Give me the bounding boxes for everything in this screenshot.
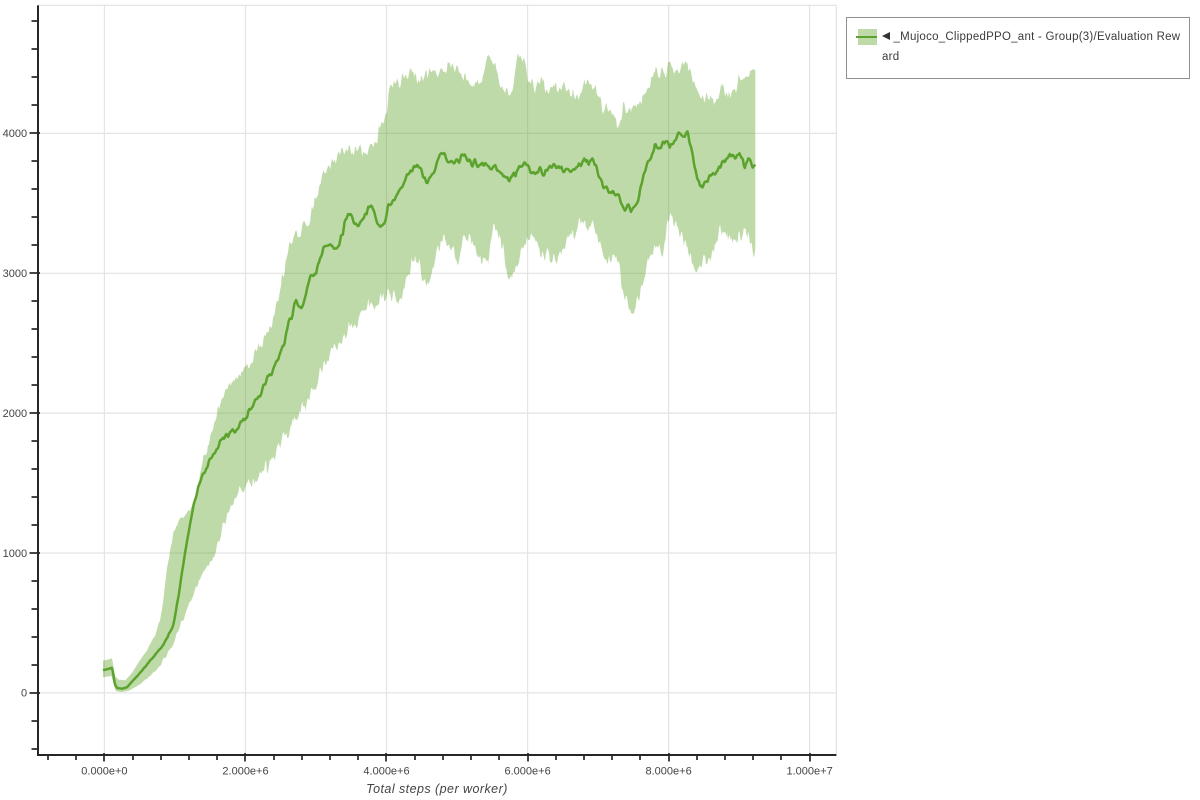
svg-text:0: 0 bbox=[21, 688, 27, 700]
svg-text:1000: 1000 bbox=[3, 548, 27, 560]
svg-text:1.000e+7: 1.000e+7 bbox=[787, 766, 833, 778]
svg-text:Total steps (per worker): Total steps (per worker) bbox=[366, 782, 508, 796]
svg-text:6.000e+6: 6.000e+6 bbox=[505, 766, 551, 778]
svg-text:8.000e+6: 8.000e+6 bbox=[646, 766, 692, 778]
svg-text:0.000e+0: 0.000e+0 bbox=[81, 766, 127, 778]
svg-text:3000: 3000 bbox=[3, 268, 27, 280]
svg-text:2.000e+6: 2.000e+6 bbox=[222, 766, 268, 778]
svg-text:2000: 2000 bbox=[3, 408, 27, 420]
svg-text:4000: 4000 bbox=[3, 128, 27, 140]
svg-text:4.000e+6: 4.000e+6 bbox=[363, 766, 409, 778]
